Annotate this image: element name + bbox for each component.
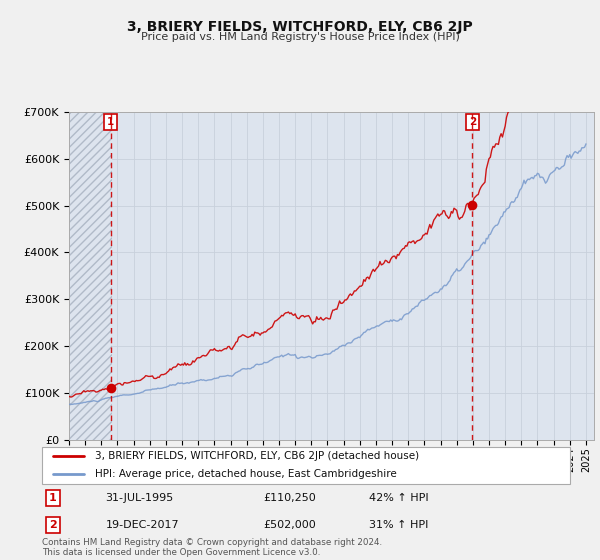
Text: Price paid vs. HM Land Registry's House Price Index (HPI): Price paid vs. HM Land Registry's House … bbox=[140, 32, 460, 43]
Text: HPI: Average price, detached house, East Cambridgeshire: HPI: Average price, detached house, East… bbox=[95, 469, 397, 479]
Text: 1: 1 bbox=[107, 117, 115, 127]
Text: 31% ↑ HPI: 31% ↑ HPI bbox=[370, 520, 429, 530]
Text: £110,250: £110,250 bbox=[264, 493, 317, 503]
Text: 31-JUL-1995: 31-JUL-1995 bbox=[106, 493, 173, 503]
Bar bbox=[69, 112, 112, 440]
FancyBboxPatch shape bbox=[42, 447, 570, 484]
Text: 2: 2 bbox=[469, 117, 476, 127]
Text: 3, BRIERY FIELDS, WITCHFORD, ELY, CB6 2JP (detached house): 3, BRIERY FIELDS, WITCHFORD, ELY, CB6 2J… bbox=[95, 451, 419, 461]
Text: £502,000: £502,000 bbox=[264, 520, 317, 530]
Text: Contains HM Land Registry data © Crown copyright and database right 2024.
This d: Contains HM Land Registry data © Crown c… bbox=[42, 538, 382, 557]
Text: 19-DEC-2017: 19-DEC-2017 bbox=[106, 520, 179, 530]
Text: 1: 1 bbox=[49, 493, 56, 503]
Text: 2: 2 bbox=[49, 520, 56, 530]
Text: 42% ↑ HPI: 42% ↑ HPI bbox=[370, 493, 429, 503]
Text: 3, BRIERY FIELDS, WITCHFORD, ELY, CB6 2JP: 3, BRIERY FIELDS, WITCHFORD, ELY, CB6 2J… bbox=[127, 20, 473, 34]
